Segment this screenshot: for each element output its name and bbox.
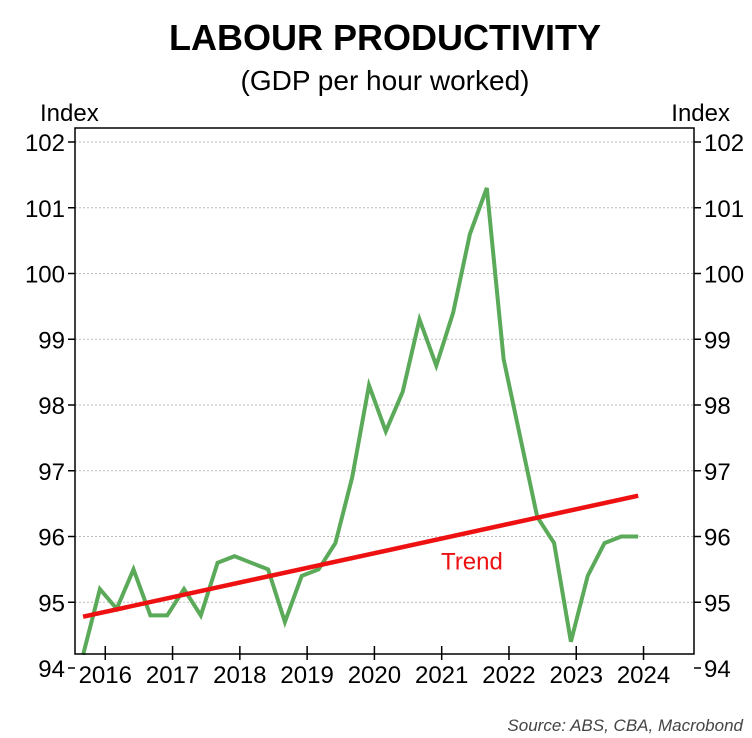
axis-ticks: 94 94 95 95 96 96 97 97 98 98 99 99 100 100 101 101 102 1… xyxy=(25,130,744,689)
x-tick-label-2019: 2019 xyxy=(280,662,333,689)
y-tick-label-left-96: 96 xyxy=(38,525,65,552)
x-tick-label-2017: 2017 xyxy=(146,662,199,689)
y-tick-label-right-96: 96 xyxy=(704,525,731,552)
y-axis-label-left: Index xyxy=(40,100,99,127)
annotation-layer: Trend xyxy=(441,548,503,575)
y-tick-label-right-100: 100 xyxy=(704,262,744,289)
annotation-0: Trend xyxy=(441,548,503,575)
y-tick-label-left-98: 98 xyxy=(38,393,65,420)
y-tick-label-right-99: 99 xyxy=(704,327,731,354)
y-axis-label-right: Index xyxy=(671,100,730,127)
y-tick-label-left-99: 99 xyxy=(38,327,65,354)
y-tick-label-right-94: 94 xyxy=(704,656,731,683)
source-note: Source: ABS, CBA, Macrobond xyxy=(507,716,743,735)
y-tick-label-right-101: 101 xyxy=(704,196,744,223)
x-tick-label-2023: 2023 xyxy=(550,662,603,689)
y-tick-label-right-97: 97 xyxy=(704,459,731,486)
chart-subtitle: (GDP per hour worked) xyxy=(241,65,530,96)
y-tick-label-right-95: 95 xyxy=(704,590,731,617)
y-tick-label-left-94: 94 xyxy=(38,656,65,683)
series-line-productivity xyxy=(81,187,639,656)
x-tick-label-2016: 2016 xyxy=(79,662,132,689)
plot-frame xyxy=(74,127,695,655)
x-tick-label-2020: 2020 xyxy=(348,662,401,689)
chart-title: LABOUR PRODUCTIVITY xyxy=(169,17,601,58)
y-tick-label-left-100: 100 xyxy=(25,262,65,289)
y-tick-label-right-102: 102 xyxy=(704,130,744,157)
series-line-trend xyxy=(82,493,639,619)
y-tick-label-right-98: 98 xyxy=(704,393,731,420)
y-tick-label-left-97: 97 xyxy=(38,459,65,486)
y-tick-label-left-95: 95 xyxy=(38,590,65,617)
x-tick-label-2022: 2022 xyxy=(482,662,535,689)
x-tick-label-2018: 2018 xyxy=(213,662,266,689)
series-layer xyxy=(81,187,639,656)
x-tick-label-2021: 2021 xyxy=(415,662,468,689)
x-tick-label-2024: 2024 xyxy=(617,662,670,689)
y-tick-label-left-102: 102 xyxy=(25,130,65,157)
y-tick-label-left-101: 101 xyxy=(25,196,65,223)
gridlines xyxy=(75,141,694,603)
